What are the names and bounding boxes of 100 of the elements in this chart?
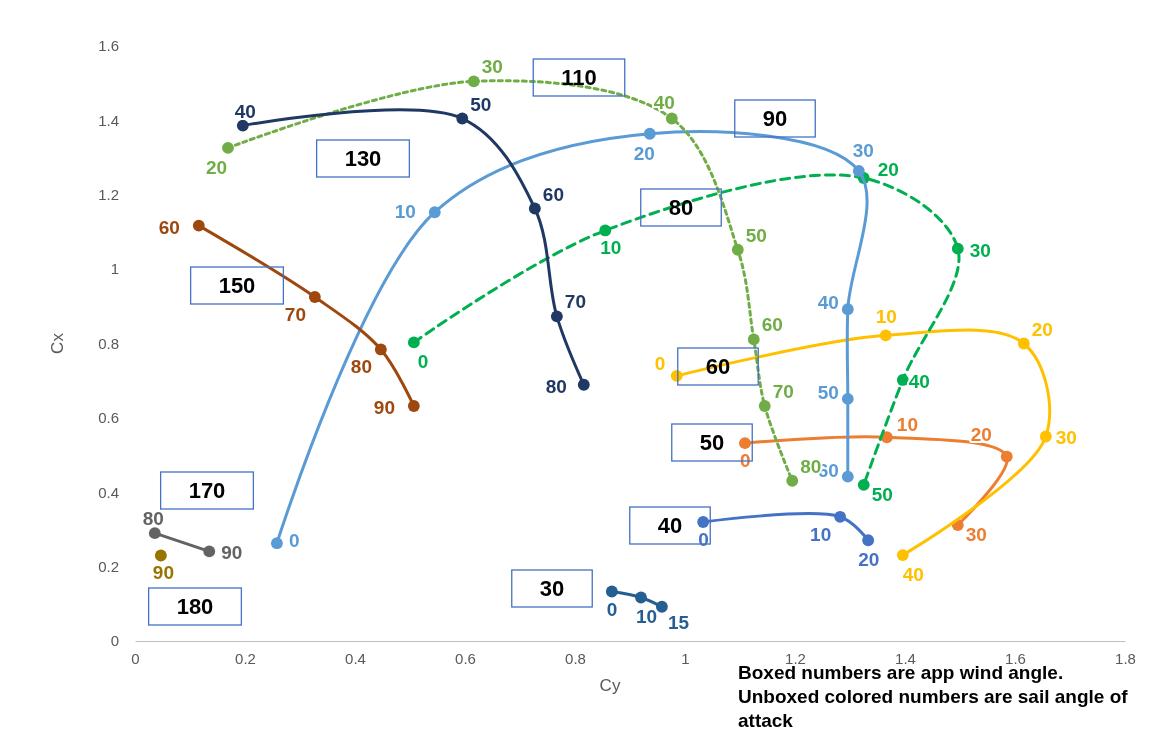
- annotation: 50: [699, 430, 725, 455]
- annotation: 80: [350, 356, 372, 378]
- annotation: 20: [877, 159, 899, 181]
- point: [1017, 337, 1030, 350]
- annotation: 20: [970, 423, 992, 445]
- annotation: 90: [152, 562, 174, 584]
- x-tick-label: 1.4: [895, 649, 916, 667]
- x-tick-label: 1: [681, 649, 690, 667]
- annotation: 40: [234, 100, 256, 122]
- point: [528, 202, 541, 215]
- annotation: 50: [817, 381, 839, 403]
- annotation: 50: [871, 483, 893, 505]
- point: [643, 127, 656, 140]
- y-tick-label: 0.8: [98, 334, 119, 352]
- point: [308, 291, 321, 303]
- point: [203, 545, 216, 558]
- point: [550, 310, 563, 323]
- point: [577, 378, 590, 391]
- x-tick-label: 0.2: [235, 649, 256, 667]
- x-tick-label: 1.8: [1115, 649, 1136, 667]
- point: [456, 112, 469, 125]
- point: [841, 393, 854, 405]
- y-tick-label: 1.4: [98, 111, 119, 129]
- annotation: 10: [636, 606, 658, 628]
- point: [655, 600, 668, 613]
- point: [407, 400, 420, 412]
- point: [665, 112, 678, 125]
- annotation: 40: [817, 292, 839, 314]
- y-tick-label: 1.6: [98, 37, 119, 55]
- annotation: 170: [188, 478, 226, 503]
- point: [154, 549, 167, 562]
- annotation: 10: [394, 201, 416, 223]
- point: [834, 510, 847, 523]
- y-tick-label: 0: [110, 632, 119, 650]
- annotation: 0: [606, 598, 618, 620]
- point: [857, 478, 870, 491]
- y-tick-label: 0.2: [98, 557, 119, 575]
- annotation: 40: [902, 564, 924, 586]
- annotation: 0: [654, 352, 666, 374]
- annotation: 30: [539, 576, 565, 601]
- y-tick-label: 1.2: [98, 186, 119, 204]
- x-tick-label: 0.4: [345, 649, 366, 667]
- point: [731, 243, 744, 256]
- x-tick-label: 1.6: [1005, 649, 1026, 667]
- annotation: 50: [470, 93, 492, 115]
- point: [896, 549, 909, 561]
- point: [747, 333, 760, 346]
- point: [841, 470, 854, 483]
- point: [879, 329, 892, 342]
- point: [428, 206, 441, 219]
- annotation: 80: [545, 375, 567, 397]
- x-tick-label: 0.6: [455, 649, 476, 667]
- annotation: 20: [205, 156, 228, 178]
- point: [852, 165, 865, 177]
- point: [697, 516, 710, 528]
- point: [599, 224, 612, 237]
- annotation: 30: [852, 139, 874, 161]
- annotation: 90: [762, 106, 788, 131]
- annotation: 110: [561, 65, 597, 90]
- annotation: 90: [221, 542, 243, 564]
- point: [467, 75, 480, 88]
- annotation: 10: [896, 414, 918, 436]
- annotation: 15: [667, 611, 690, 633]
- annotation: 130: [344, 146, 382, 171]
- annotation: 20: [858, 549, 880, 571]
- y-tick-label: 0.6: [98, 409, 119, 427]
- point: [951, 242, 964, 255]
- annotation: 40: [653, 91, 675, 113]
- annotation: 70: [284, 304, 306, 326]
- annotation: 0: [288, 530, 300, 552]
- point: [270, 537, 283, 550]
- y-axis-title: Cx: [48, 332, 67, 354]
- point: [148, 527, 161, 540]
- point: [236, 119, 249, 132]
- point: [192, 219, 205, 232]
- annotation: 60: [761, 314, 783, 336]
- point: [1039, 430, 1052, 443]
- x-tick-label: 0.8: [565, 649, 586, 667]
- annotation: 30: [969, 239, 991, 261]
- point: [222, 141, 234, 154]
- point: [739, 437, 751, 450]
- y-tick-label: 1: [110, 260, 119, 278]
- x-axis-title: Cy: [599, 676, 621, 695]
- annotation: 0: [417, 351, 429, 373]
- point: [862, 534, 875, 547]
- point: [841, 303, 854, 316]
- annotation: 60: [542, 183, 564, 205]
- point: [605, 585, 618, 598]
- point: [758, 400, 771, 412]
- point: [407, 336, 420, 349]
- annotation: 20: [1031, 318, 1053, 340]
- annotation: 180: [176, 594, 214, 619]
- annotation: 30: [1055, 427, 1077, 449]
- x-tick-label: 1.2: [785, 649, 806, 667]
- annotation: 150: [218, 273, 256, 298]
- annotation: 70: [564, 291, 586, 313]
- annotation: 10: [810, 523, 832, 545]
- x-tick-label: 0: [131, 649, 140, 667]
- annotation: 10: [875, 306, 897, 328]
- annotation: 60: [158, 216, 180, 238]
